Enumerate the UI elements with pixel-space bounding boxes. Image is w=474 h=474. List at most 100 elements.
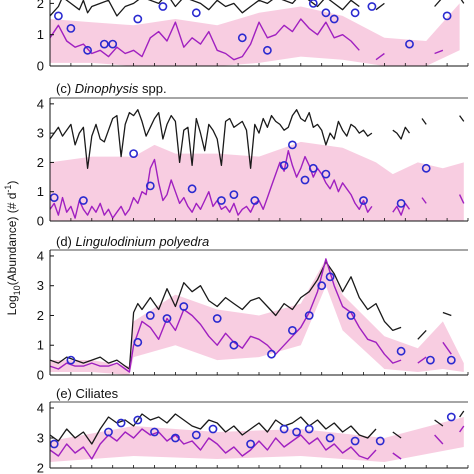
panel-c-band — [50, 141, 464, 221]
panel-d-ytick-label-1: 1 — [37, 338, 44, 353]
panel-c-series-black — [50, 109, 465, 169]
panel-d-observation-9 — [304, 311, 314, 320]
panel-c-ytick-label-4: 4 — [37, 96, 44, 111]
panel-e-observation-8 — [246, 439, 255, 449]
panel-c-observation-12 — [321, 169, 331, 179]
panel-b-observation-9 — [262, 45, 272, 55]
panel-e-observation-5 — [170, 433, 180, 443]
panel-d-observation-6 — [229, 340, 239, 350]
panel-b-ytick-label-0: 0 — [37, 59, 44, 74]
panel-e-plot — [50, 410, 465, 462]
panel-e-ytick-label-2: 2 — [37, 461, 44, 474]
panel-d-observation-1 — [133, 337, 143, 347]
panel-e-observation-12 — [325, 433, 335, 443]
panel-e-ytick-label-3: 3 — [37, 431, 44, 446]
panel-b-observation-6 — [158, 2, 168, 11]
panel-c-observation-2 — [129, 149, 138, 158]
panel-b-observation-5 — [133, 14, 143, 24]
panel-d-observation-12 — [346, 311, 356, 320]
panel-c-ytick-label-0: 0 — [37, 214, 44, 229]
panel-c-observation-10 — [300, 175, 310, 185]
panel-c-observation-8 — [279, 160, 289, 170]
panel-e-observation-1 — [104, 427, 113, 437]
panel-d-observation-4 — [179, 302, 189, 311]
panel-c-observation-4 — [187, 184, 197, 194]
panel-e-observation-2 — [116, 418, 126, 428]
panel-e-observation-14 — [375, 436, 385, 446]
panel-b-observation-1 — [66, 23, 76, 33]
panel-b-observation-10 — [308, 0, 318, 8]
panel-d-observation-2 — [145, 311, 155, 320]
panel-b-plot — [50, 0, 465, 66]
panel-b-observation-8 — [237, 33, 247, 43]
panel-b-ytick-label-1: 1 — [37, 27, 44, 42]
panel-b-observation-12 — [329, 14, 339, 24]
panel-e-observation-7 — [208, 424, 218, 434]
panel-c-observation-3 — [145, 181, 155, 191]
panel-d-observation-7 — [267, 349, 276, 359]
panel-e-observation-9 — [279, 424, 289, 434]
panel-e-observation-4 — [150, 427, 159, 437]
panel-d-band — [50, 258, 464, 375]
panel-c-ytick-label-2: 2 — [37, 155, 44, 170]
panel-d-title: (d) Lingulodinium polyedra — [56, 234, 209, 249]
panel-d-observation-14 — [425, 355, 435, 365]
panel-e-observation-3 — [133, 415, 143, 425]
panel-d-observation-11 — [325, 272, 335, 282]
panel-e-observation-6 — [191, 430, 201, 440]
panel-b-observation-3 — [99, 39, 109, 49]
panel-c-observation-11 — [308, 163, 318, 173]
panel-b-observation-13 — [350, 8, 360, 18]
panel-d-observation-15 — [446, 355, 456, 365]
panel-c-observation-13 — [359, 196, 368, 205]
panel-d-observation-13 — [396, 346, 406, 356]
panel-c: 0 1 2 3 4 — [37, 96, 469, 229]
panel-d-ytick-label-3: 3 — [37, 278, 44, 293]
panel-e-series-magenta — [50, 425, 465, 460]
panel-c-observation-1 — [79, 196, 88, 205]
panel-d-observation-3 — [162, 314, 172, 323]
panel-c-ytick-label-3: 3 — [37, 126, 44, 141]
panel-d: 0 1 2 3 4 — [37, 248, 469, 383]
panel-b-observation-7 — [191, 8, 201, 18]
panel-e-observation-13 — [350, 436, 360, 446]
panel-d-observation-5 — [212, 314, 222, 323]
panel-e-observation-10 — [292, 427, 301, 437]
panel-d-observation-10 — [317, 281, 327, 291]
panel-c-observation-0 — [50, 193, 59, 202]
panel-c-observation-6 — [229, 190, 239, 199]
panel-c-series-magenta — [50, 150, 465, 219]
panel-c-observation-5 — [216, 196, 226, 205]
panel-c-observation-15 — [421, 163, 431, 173]
panel-b-observation-0 — [54, 11, 63, 21]
panel-e-ytick-label-4: 4 — [37, 401, 44, 416]
panel-b-series-black — [50, 0, 465, 17]
panel-d-observation-8 — [287, 325, 297, 335]
panel-d-ytick-label-4: 4 — [37, 248, 44, 263]
panel-b-observation-15 — [405, 39, 414, 49]
panel-e-observation-0 — [50, 439, 59, 449]
panel-c-observation-7 — [250, 196, 260, 205]
panel-d-ytick-label-0: 0 — [37, 368, 44, 383]
y-axis-label: Log10(Abundance) (# d-1) — [3, 181, 22, 316]
panel-d-ytick-label-2: 2 — [37, 308, 44, 323]
panel-e-series-black — [50, 410, 465, 445]
panel-e-observation-15 — [446, 412, 456, 422]
panel-b-observation-4 — [108, 39, 118, 49]
panel-c-ytick-label-1: 1 — [37, 184, 44, 199]
panel-b-observation-2 — [83, 45, 92, 55]
panel-b-ytick-label-2: 2 — [37, 0, 44, 11]
panel-e-title: (e) Ciliates — [56, 386, 119, 401]
panel-c-observation-14 — [396, 198, 406, 208]
panel-e: 2 3 4 — [37, 401, 469, 474]
panel-b: 0 1 2 — [37, 0, 469, 74]
panel-c-plot — [50, 109, 465, 221]
panel-d-observation-0 — [66, 355, 76, 365]
panel-c-observation-9 — [287, 140, 297, 150]
panel-b-observation-11 — [321, 8, 331, 18]
panel-b-observation-16 — [442, 11, 452, 21]
panel-b-observation-14 — [367, 2, 377, 11]
panel-d-plot — [50, 259, 464, 375]
panel-e-observation-11 — [304, 424, 314, 434]
